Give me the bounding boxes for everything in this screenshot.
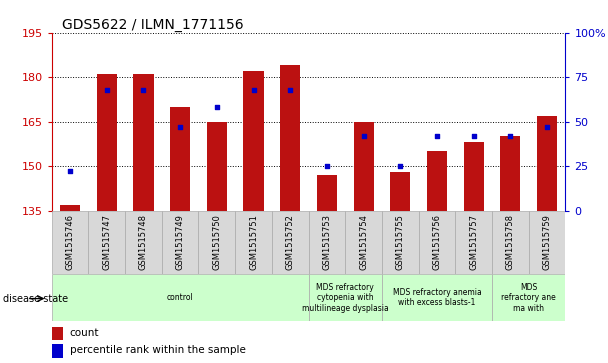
Bar bbox=[207, 122, 227, 211]
Bar bbox=[427, 151, 447, 211]
Point bbox=[469, 133, 478, 139]
Text: GSM1515758: GSM1515758 bbox=[506, 214, 515, 270]
Bar bbox=[97, 74, 117, 211]
Bar bbox=[198, 211, 235, 274]
Text: GSM1515754: GSM1515754 bbox=[359, 214, 368, 270]
Text: GSM1515755: GSM1515755 bbox=[396, 214, 405, 270]
Bar bbox=[353, 122, 374, 211]
Point bbox=[505, 133, 515, 139]
Text: GSM1515751: GSM1515751 bbox=[249, 214, 258, 270]
Point bbox=[359, 133, 368, 139]
Bar bbox=[52, 211, 88, 274]
Bar bbox=[52, 327, 63, 340]
Text: MDS
refractory ane
ma with: MDS refractory ane ma with bbox=[502, 283, 556, 313]
Text: count: count bbox=[69, 328, 99, 338]
Bar bbox=[125, 211, 162, 274]
Point bbox=[322, 163, 332, 169]
Bar bbox=[162, 211, 198, 274]
Bar bbox=[52, 274, 308, 321]
Point bbox=[175, 124, 185, 130]
Point bbox=[395, 163, 405, 169]
Text: percentile rank within the sample: percentile rank within the sample bbox=[69, 345, 246, 355]
Text: disease state: disease state bbox=[3, 294, 68, 305]
Point bbox=[65, 168, 75, 174]
Bar bbox=[492, 274, 565, 321]
Point bbox=[212, 105, 222, 110]
Bar bbox=[52, 344, 63, 358]
Text: GSM1515759: GSM1515759 bbox=[542, 214, 551, 270]
Text: GSM1515757: GSM1515757 bbox=[469, 214, 478, 270]
Text: GSM1515749: GSM1515749 bbox=[176, 214, 185, 270]
Point bbox=[542, 124, 552, 130]
Bar bbox=[529, 211, 565, 274]
Point bbox=[285, 87, 295, 93]
Bar bbox=[133, 74, 153, 211]
Text: GSM1515750: GSM1515750 bbox=[212, 214, 221, 270]
Point bbox=[102, 87, 112, 93]
Text: GSM1515753: GSM1515753 bbox=[322, 214, 331, 270]
Bar bbox=[537, 116, 557, 211]
Text: GSM1515748: GSM1515748 bbox=[139, 214, 148, 270]
Text: GSM1515756: GSM1515756 bbox=[432, 214, 441, 270]
Bar bbox=[382, 274, 492, 321]
Point bbox=[432, 133, 442, 139]
Bar bbox=[345, 211, 382, 274]
Bar bbox=[243, 71, 264, 211]
Text: MDS refractory
cytopenia with
multilineage dysplasia: MDS refractory cytopenia with multilinea… bbox=[302, 283, 389, 313]
Bar bbox=[455, 211, 492, 274]
Point bbox=[249, 87, 258, 93]
Bar bbox=[280, 65, 300, 211]
Bar bbox=[235, 211, 272, 274]
Bar bbox=[308, 211, 345, 274]
Bar bbox=[492, 211, 529, 274]
Bar bbox=[272, 211, 308, 274]
Point bbox=[139, 87, 148, 93]
Bar bbox=[308, 274, 382, 321]
Bar bbox=[419, 211, 455, 274]
Bar bbox=[88, 211, 125, 274]
Text: GDS5622 / ILMN_1771156: GDS5622 / ILMN_1771156 bbox=[62, 18, 244, 32]
Bar bbox=[317, 175, 337, 211]
Text: MDS refractory anemia
with excess blasts-1: MDS refractory anemia with excess blasts… bbox=[393, 288, 482, 307]
Bar bbox=[382, 211, 419, 274]
Text: GSM1515752: GSM1515752 bbox=[286, 214, 295, 270]
Bar bbox=[60, 205, 80, 211]
Bar bbox=[464, 142, 484, 211]
Text: control: control bbox=[167, 293, 193, 302]
Bar bbox=[170, 107, 190, 211]
Text: GSM1515747: GSM1515747 bbox=[102, 214, 111, 270]
Text: GSM1515746: GSM1515746 bbox=[66, 214, 75, 270]
Bar bbox=[390, 172, 410, 211]
Bar bbox=[500, 136, 520, 211]
